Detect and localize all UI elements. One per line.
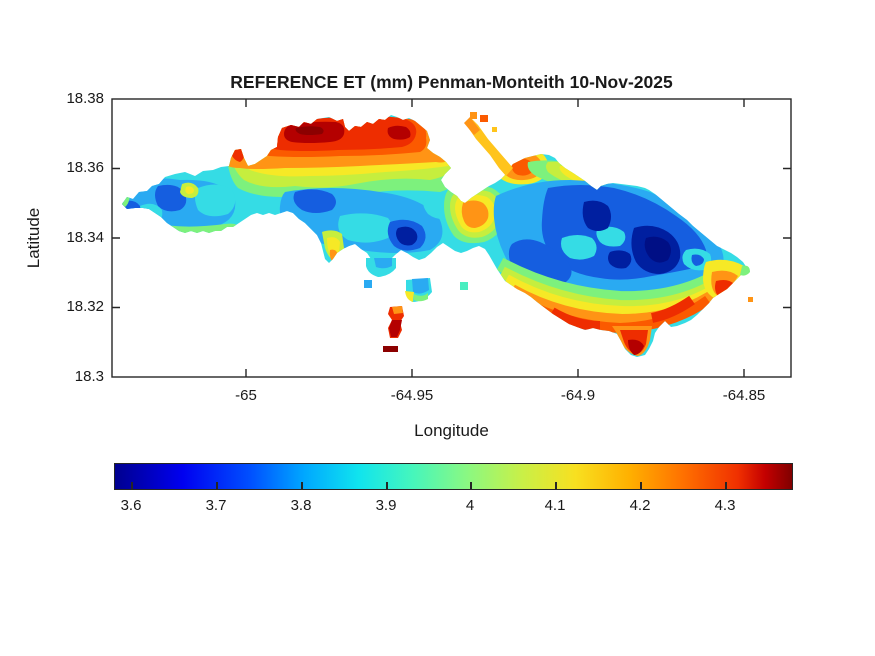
colorbar [114, 463, 793, 490]
x-axis-label: Longitude [414, 421, 489, 440]
colorbar-tick-label: 4.3 [714, 497, 736, 514]
colorbar-tick-label: 3.9 [375, 497, 397, 514]
axes-box [111, 98, 792, 378]
colorbar-tick [301, 482, 303, 489]
colorbar-tick-label: 4.1 [544, 497, 566, 514]
colorbar-tick [131, 482, 133, 489]
x-tick-label: -64.9 [560, 387, 596, 404]
colorbar-tick-label: 3.8 [290, 497, 312, 514]
colorbar-tick [216, 482, 218, 489]
colorbar-tick-label: 4 [465, 497, 475, 514]
y-tick-label: 18.36 [66, 159, 104, 176]
y-tick-label: 18.38 [66, 90, 104, 107]
colorbar-tick-label: 3.7 [205, 497, 227, 514]
colorbar-tick [470, 482, 472, 489]
colorbar-tick-label: 4.2 [629, 497, 651, 514]
y-tick-label: 18.3 [74, 368, 104, 385]
colorbar-tick [725, 482, 727, 489]
island-contour-map [122, 112, 753, 357]
colorbar-tick [386, 482, 388, 489]
x-tick-label: -65 [235, 387, 257, 404]
colorbar-tick [555, 482, 557, 489]
plot-title: REFERENCE ET (mm) Penman-Monteith 10-Nov… [230, 72, 673, 92]
colorbar-tick-label: 3.6 [120, 497, 142, 514]
y-tick-label: 18.32 [66, 298, 104, 315]
colorbar-tick [640, 482, 642, 489]
y-tick-label: 18.34 [66, 229, 104, 246]
x-tick-label: -64.95 [390, 387, 434, 404]
x-tick-label: -64.85 [722, 387, 766, 404]
